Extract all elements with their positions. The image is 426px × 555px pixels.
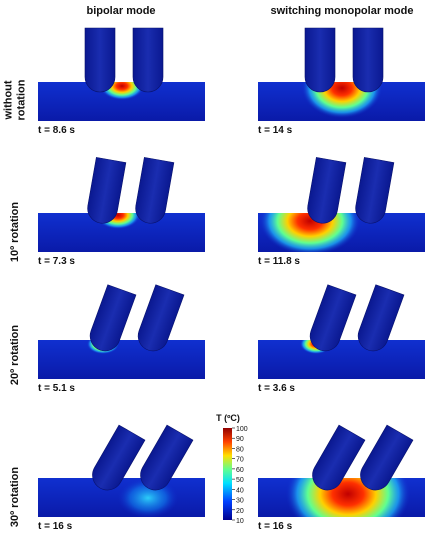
colorbar xyxy=(223,428,232,520)
electrode-body xyxy=(89,284,137,352)
electrode xyxy=(304,27,336,93)
time-label: t = 11.8 s xyxy=(258,256,300,267)
electrode-body xyxy=(355,157,395,224)
column-header: bipolar mode xyxy=(86,5,155,17)
time-label: t = 5.1 s xyxy=(38,383,75,394)
row-label: 30º rotation xyxy=(9,467,21,528)
electrode xyxy=(352,27,384,93)
time-label: t = 16 s xyxy=(38,521,73,532)
electrode-body xyxy=(87,157,127,224)
time-label: t = 8.6 s xyxy=(38,125,75,136)
electrode-body xyxy=(140,424,194,491)
column-header: switching monopolar mode xyxy=(270,5,413,17)
electrode xyxy=(360,424,414,491)
colorbar-tick-label: 100 xyxy=(236,426,248,433)
electrode-body xyxy=(307,157,347,224)
electrode xyxy=(87,157,127,224)
colorbar-tick-label: 10 xyxy=(236,518,244,525)
electrode-body xyxy=(312,424,366,491)
electrode-body xyxy=(137,284,185,352)
row-label: 20º rotation xyxy=(9,325,21,386)
row-label-line: without xyxy=(3,80,15,120)
time-label: t = 14 s xyxy=(258,125,293,136)
electrode xyxy=(132,27,164,93)
electrode xyxy=(84,27,116,93)
electrode-body xyxy=(304,27,336,93)
electrode-body xyxy=(360,424,414,491)
electrode xyxy=(357,284,405,352)
row-label-line: 20º rotation xyxy=(9,325,21,386)
time-label: t = 3.6 s xyxy=(258,383,295,394)
substrate xyxy=(258,340,425,379)
colorbar-tick-label: 40 xyxy=(236,487,244,494)
electrode-body xyxy=(357,284,405,352)
heat-zone xyxy=(260,213,360,252)
electrode xyxy=(309,284,357,352)
electrode xyxy=(140,424,194,491)
time-label: t = 16 s xyxy=(258,521,293,532)
colorbar-tick-label: 20 xyxy=(236,508,244,515)
electrode-body xyxy=(84,27,116,93)
electrode-body xyxy=(135,157,175,224)
electrode xyxy=(135,157,175,224)
electrode xyxy=(137,284,185,352)
colorbar-tick-label: 80 xyxy=(236,446,244,453)
electrode xyxy=(92,424,146,491)
row-label: without rotation xyxy=(3,79,28,120)
colorbar-tick-label: 70 xyxy=(236,457,244,464)
electrode-body xyxy=(352,27,384,93)
substrate xyxy=(38,340,205,379)
time-label: t = 7.3 s xyxy=(38,256,75,267)
row-label-line: rotation xyxy=(16,79,28,120)
colorbar-tick-label: 50 xyxy=(236,477,244,484)
row-label: 10º rotation xyxy=(9,202,21,263)
electrode xyxy=(312,424,366,491)
electrode-body xyxy=(132,27,164,93)
electrode xyxy=(89,284,137,352)
colorbar-title: T (ºC) xyxy=(216,413,240,423)
colorbar-tick-label: 60 xyxy=(236,467,244,474)
colorbar-tick-label: 90 xyxy=(236,436,244,443)
electrode-body xyxy=(92,424,146,491)
colorbar-tick-label: 30 xyxy=(236,498,244,505)
electrode-body xyxy=(309,284,357,352)
electrode xyxy=(355,157,395,224)
row-label-line: 30º rotation xyxy=(9,467,21,528)
electrode xyxy=(307,157,347,224)
row-label-line: 10º rotation xyxy=(9,202,21,263)
